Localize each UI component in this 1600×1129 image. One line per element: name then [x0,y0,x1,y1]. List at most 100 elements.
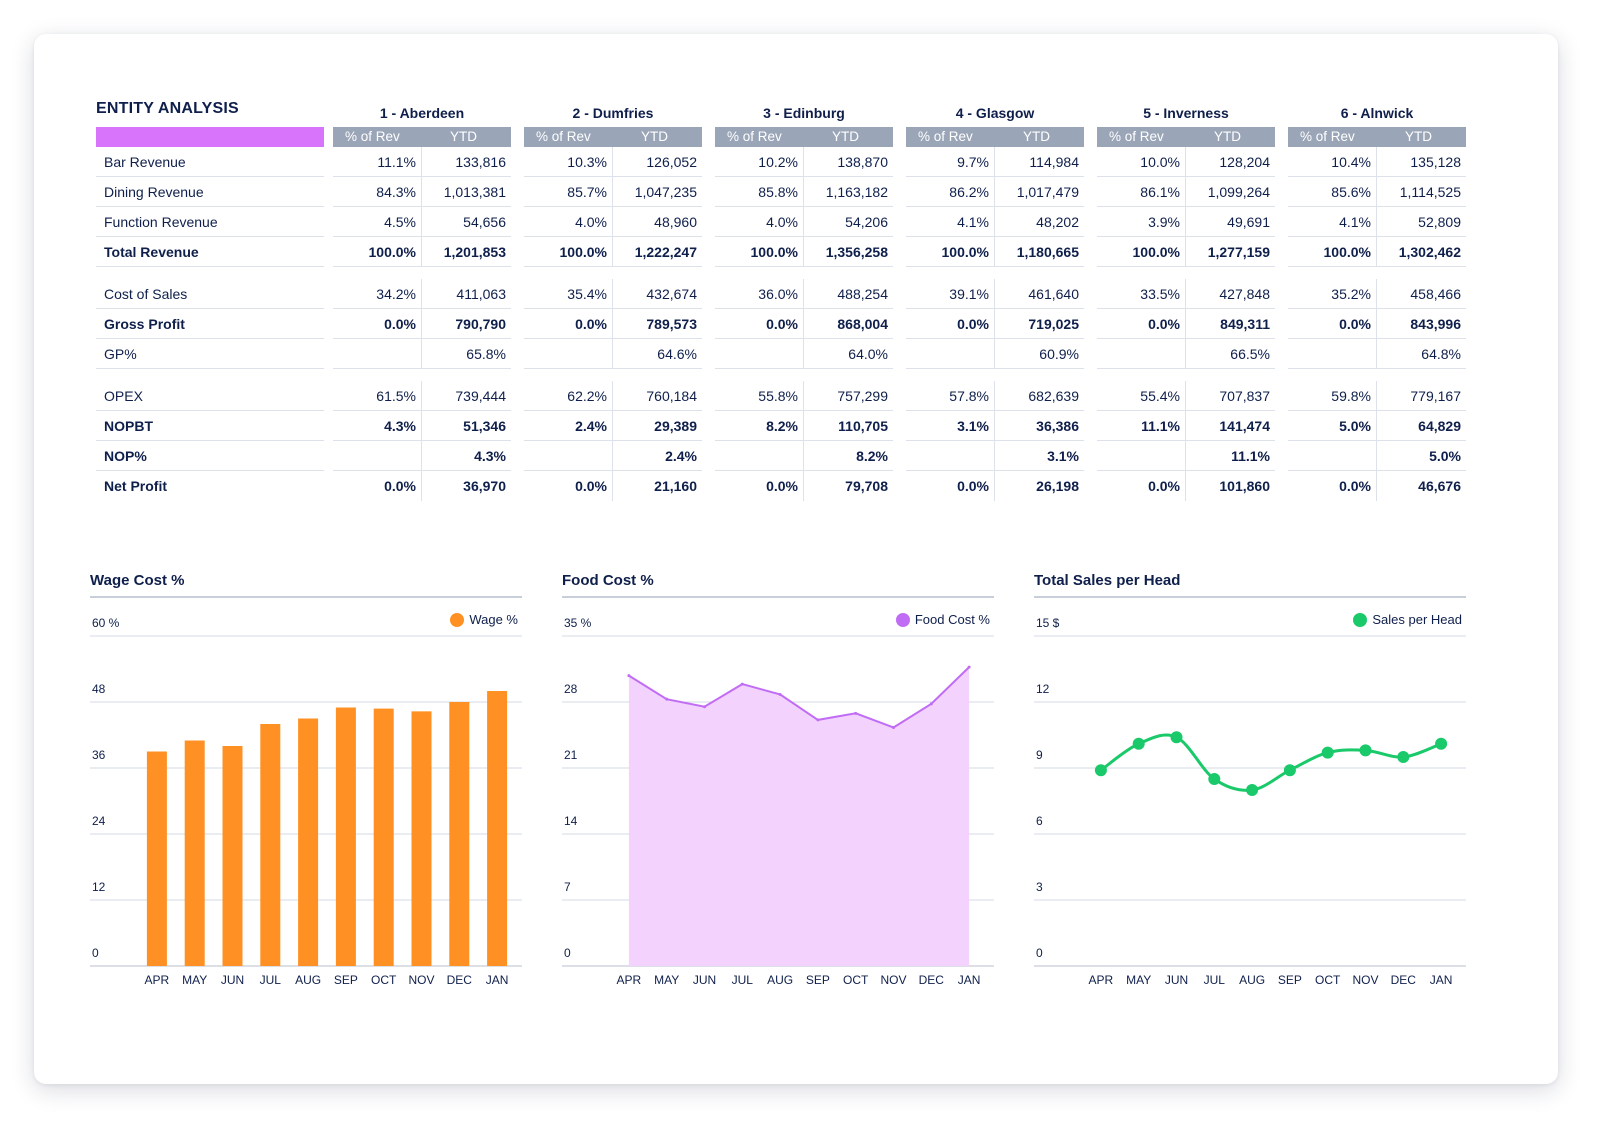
ytd-cell: 11.1% [1186,441,1275,471]
point-jul[interactable] [1208,773,1221,785]
pct-of-rev-cell: 34.2% [333,279,422,309]
bar-jan[interactable] [487,691,508,966]
point-sep[interactable] [816,718,820,722]
ytd-cell: 66.5% [1186,339,1275,369]
food-cost-line[interactable] [628,666,970,729]
point-nov[interactable] [892,725,895,729]
point-oct[interactable] [1321,746,1334,759]
pct-of-rev-cell [715,441,804,471]
point-dec[interactable] [929,702,933,706]
sales-per-head-title-rule [1034,596,1466,598]
x-tick-label: NOV [880,973,906,987]
x-tick-label: MAY [182,973,207,987]
x-tick-label: JAN [958,973,981,987]
pct-of-rev-cell [333,339,422,369]
y-tick-label: 35 % [564,616,592,630]
row-label: OPEX [96,381,324,411]
bar-may[interactable] [184,740,205,967]
bar-oct[interactable] [373,708,394,966]
y-tick-label: 0 [564,946,571,960]
pct-of-rev-cell: 57.8% [906,381,995,411]
ytd-cell: 79,708 [845,478,888,494]
row-label: Gross Profit [96,309,324,339]
pct-of-rev-cell: 0.0% [524,309,613,339]
entity-header: 6 - Alnwick [1340,105,1414,121]
point-oct[interactable] [854,711,858,715]
point-sep[interactable] [1283,764,1296,777]
food-cost-area [628,667,970,966]
food-cost-legend[interactable]: Food Cost % [895,612,990,627]
point-may[interactable] [665,697,669,701]
ytd-cell: 138,870 [804,147,893,177]
point-nov[interactable] [1359,744,1372,757]
ytd-cell: 461,640 [995,279,1084,309]
ytd-cell: 128,204 [1186,147,1275,177]
wage-cost-legend[interactable]: Wage % [450,612,518,627]
x-tick-label: JUN [1165,973,1188,987]
bar-sep[interactable] [335,707,356,967]
ytd-cell: 36,386 [995,411,1084,441]
pct-of-rev-cell [715,339,804,369]
point-aug[interactable] [1246,784,1259,796]
title-accent-bar [96,127,324,147]
ytd-cell: 849,311 [1186,309,1275,339]
x-tick-label: OCT [843,973,869,987]
pct-of-rev-cell: 55.4% [1097,381,1186,411]
pct-of-rev-cell [1097,441,1186,471]
sales-per-head-legend[interactable]: Sales per Head [1353,612,1462,627]
ytd-cell: 54,656 [422,207,511,237]
y-tick-label: 9 [1036,748,1043,762]
legend-swatch-icon [450,612,465,627]
ytd-cell: 789,573 [613,309,702,339]
point-may[interactable] [1132,737,1145,750]
pct-of-rev-cell: 0.0% [715,309,804,339]
column-subheader: % of Rev YTD [715,127,893,147]
bar-jul[interactable] [260,724,281,966]
point-apr[interactable] [627,674,631,678]
pct-of-rev-cell: 0.0% [906,471,995,501]
point-jun[interactable] [1170,731,1183,744]
column-subheader: % of Rev YTD [524,127,702,147]
ytd-cell: 843,996 [1377,309,1466,339]
ytd-cell: 1,356,258 [804,237,893,267]
x-tick-label: DEC [1391,973,1417,987]
column-subheader: % of Rev YTD [906,127,1084,147]
ytd-cell: 1,277,159 [1186,237,1275,267]
pct-of-rev-cell: 100.0% [333,237,422,267]
pct-of-rev-cell [1288,441,1377,471]
ytd-cell: 141,474 [1186,411,1275,441]
pct-of-rev-cell: 3.9% [1097,207,1186,237]
pct-of-rev-cell: 100.0% [906,237,995,267]
food-cost-title-rule [562,596,994,598]
sales-per-head-line[interactable] [1100,733,1442,792]
pct-of-rev-cell: 100.0% [524,237,613,267]
bar-jun[interactable] [222,746,243,966]
ytd-cell: 52,809 [1377,207,1466,237]
y-tick-label: 0 [1036,946,1043,960]
point-jul[interactable] [740,682,744,686]
point-jan[interactable] [1435,737,1448,750]
y-tick-label: 3 [1036,880,1043,894]
pct-of-rev-cell: 61.5% [333,381,422,411]
pct-of-rev-cell [1097,339,1186,369]
ytd-cell: 126,052 [613,147,702,177]
bar-aug[interactable] [298,718,319,967]
bar-nov[interactable] [411,711,432,966]
bar-dec[interactable] [449,702,470,966]
point-apr[interactable] [1094,764,1107,777]
x-tick-label: NOV [1352,973,1378,987]
point-jan[interactable] [967,665,971,669]
pct-of-rev-cell: 0.0% [715,471,804,501]
table-title: ENTITY ANALYSIS [96,100,239,117]
x-tick-label: OCT [371,973,397,987]
point-dec[interactable] [1397,751,1410,763]
ytd-cell: 1,222,247 [613,237,702,267]
point-jun[interactable] [703,705,706,709]
point-aug[interactable] [778,692,782,696]
ytd-cell: 101,860 [1219,478,1270,494]
pct-of-rev-cell: 10.2% [715,147,804,177]
column-subheader: % of Rev YTD [333,127,511,147]
bar-apr[interactable] [146,751,167,967]
pct-of-rev-cell: 0.0% [524,471,613,501]
x-tick-label: APR [1089,973,1114,987]
